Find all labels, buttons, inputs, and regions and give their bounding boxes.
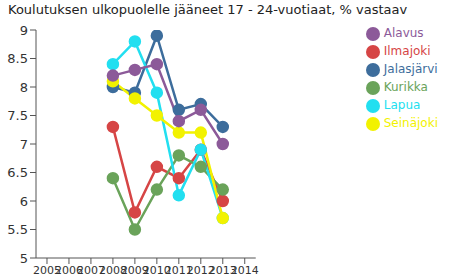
svg-text:8.5: 8.5 — [8, 51, 28, 66]
svg-text:2010: 2010 — [142, 263, 171, 277]
svg-text:2005: 2005 — [33, 263, 61, 277]
svg-text:7.5: 7.5 — [8, 108, 28, 123]
svg-text:2009: 2009 — [120, 263, 149, 277]
svg-text:8: 8 — [20, 80, 28, 95]
svg-text:6.5: 6.5 — [8, 165, 28, 180]
html-text:Koulutuksen ulkopuolelle jääne: Koulutuksen ulkopuolelle jääneet 17 - 24… — [8, 2, 408, 17]
html-text:Lapua: Lapua — [383, 98, 421, 112]
html-text:Seinäjoki: Seinäjoki — [383, 116, 438, 130]
svg-text:7: 7 — [20, 137, 28, 152]
svg-text:6: 6 — [20, 194, 28, 209]
html-text:Jalasjärvi: Jalasjärvi — [383, 62, 438, 76]
svg-text:2012: 2012 — [186, 263, 215, 277]
svg-text:2007: 2007 — [76, 263, 105, 277]
svg-text:5.5: 5.5 — [8, 222, 28, 237]
svg-text:2008: 2008 — [98, 263, 127, 277]
svg-text:5: 5 — [20, 251, 28, 266]
svg-text:2013: 2013 — [208, 263, 237, 277]
html-text:Ilmajoki: Ilmajoki — [383, 44, 431, 58]
html-text:Kurikka: Kurikka — [383, 80, 428, 94]
svg-text:2014: 2014 — [231, 264, 259, 277]
svg-text:2006: 2006 — [55, 263, 83, 277]
svg-text:2011: 2011 — [164, 263, 193, 277]
svg-text:9: 9 — [20, 23, 28, 38]
html-text:Alavus: Alavus — [383, 26, 424, 40]
